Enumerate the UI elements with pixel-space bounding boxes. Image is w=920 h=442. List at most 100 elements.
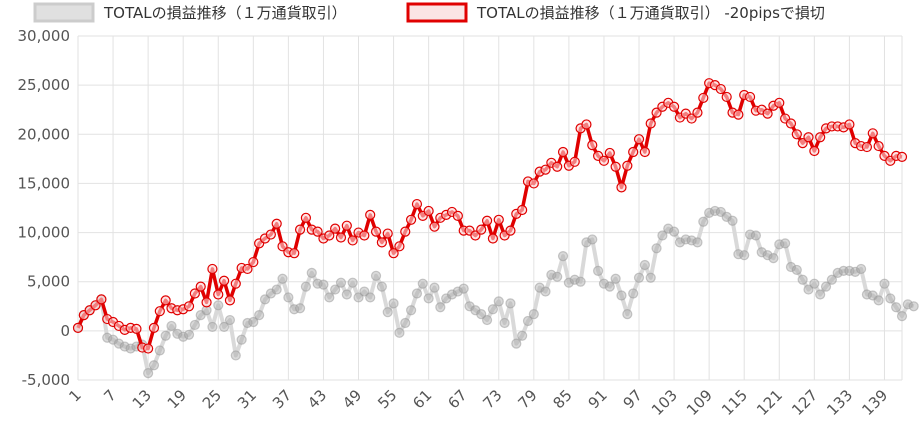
data-point[interactable] bbox=[581, 119, 592, 130]
data-point[interactable] bbox=[294, 303, 306, 314]
data-point[interactable] bbox=[148, 322, 160, 334]
data-point[interactable] bbox=[785, 261, 797, 273]
data-point[interactable] bbox=[896, 311, 908, 322]
data-point[interactable] bbox=[394, 327, 405, 338]
data-point[interactable] bbox=[300, 281, 312, 292]
data-point[interactable] bbox=[429, 282, 440, 293]
data-point[interactable] bbox=[616, 290, 627, 301]
data-point[interactable] bbox=[388, 248, 399, 259]
data-point[interactable] bbox=[575, 276, 586, 287]
data-point[interactable] bbox=[96, 294, 107, 305]
data-point[interactable] bbox=[160, 330, 171, 341]
data-point[interactable] bbox=[271, 218, 282, 229]
data-point[interactable] bbox=[692, 237, 703, 248]
data-point[interactable] bbox=[692, 107, 703, 118]
data-point[interactable] bbox=[815, 132, 826, 143]
data-point[interactable] bbox=[312, 226, 323, 237]
data-point[interactable] bbox=[762, 108, 773, 119]
data-point[interactable] bbox=[248, 316, 259, 328]
data-point[interactable] bbox=[324, 230, 335, 241]
data-point[interactable] bbox=[458, 283, 469, 294]
data-point[interactable] bbox=[861, 141, 873, 153]
data-point[interactable] bbox=[756, 247, 767, 258]
data-point[interactable] bbox=[277, 241, 288, 252]
data-point[interactable] bbox=[604, 147, 615, 159]
data-point[interactable] bbox=[476, 309, 487, 320]
data-point[interactable] bbox=[423, 293, 434, 304]
data-point[interactable] bbox=[908, 301, 919, 312]
data-point[interactable] bbox=[762, 250, 773, 261]
data-point[interactable] bbox=[189, 288, 200, 299]
data-point[interactable] bbox=[224, 295, 236, 306]
data-point[interactable] bbox=[902, 299, 913, 310]
data-point[interactable] bbox=[476, 224, 487, 235]
data-point[interactable] bbox=[628, 146, 639, 158]
data-point[interactable] bbox=[300, 212, 312, 223]
data-point[interactable] bbox=[505, 225, 516, 236]
data-point[interactable] bbox=[511, 338, 522, 349]
data-point[interactable] bbox=[663, 223, 674, 234]
data-point[interactable] bbox=[306, 267, 317, 278]
data-point[interactable] bbox=[452, 286, 463, 297]
data-point[interactable] bbox=[435, 302, 446, 313]
data-point[interactable] bbox=[178, 331, 189, 342]
data-point[interactable] bbox=[850, 266, 861, 277]
data-point[interactable] bbox=[528, 178, 539, 189]
data-point[interactable] bbox=[809, 145, 820, 157]
data-point[interactable] bbox=[505, 298, 516, 309]
data-point[interactable] bbox=[867, 128, 878, 139]
data-point[interactable] bbox=[879, 278, 890, 289]
data-point[interactable] bbox=[739, 250, 750, 261]
data-point[interactable] bbox=[487, 304, 499, 315]
data-point[interactable] bbox=[359, 286, 370, 297]
data-point[interactable] bbox=[791, 264, 802, 276]
data-point[interactable] bbox=[376, 281, 387, 292]
data-point[interactable] bbox=[236, 334, 247, 345]
data-point[interactable] bbox=[347, 235, 358, 246]
data-point[interactable] bbox=[411, 198, 423, 210]
data-point[interactable] bbox=[628, 288, 639, 299]
data-point[interactable] bbox=[148, 360, 160, 371]
data-point[interactable] bbox=[517, 204, 528, 216]
data-point[interactable] bbox=[376, 237, 387, 248]
data-point[interactable] bbox=[593, 265, 604, 276]
legend-swatch-gray[interactable] bbox=[33, 2, 95, 23]
data-point[interactable] bbox=[645, 118, 656, 129]
data-point[interactable] bbox=[639, 259, 650, 271]
data-point[interactable] bbox=[517, 330, 528, 341]
data-point[interactable] bbox=[610, 273, 621, 284]
data-point[interactable] bbox=[219, 321, 230, 333]
data-point[interactable] bbox=[674, 237, 686, 248]
data-point[interactable] bbox=[698, 92, 709, 104]
data-point[interactable] bbox=[622, 160, 633, 171]
data-point[interactable] bbox=[429, 221, 440, 232]
data-point[interactable] bbox=[341, 289, 352, 300]
data-point[interactable] bbox=[382, 307, 393, 318]
data-point[interactable] bbox=[668, 226, 680, 237]
data-point[interactable] bbox=[119, 341, 130, 352]
data-point[interactable] bbox=[481, 314, 493, 326]
data-point[interactable] bbox=[195, 281, 206, 292]
data-point[interactable] bbox=[277, 273, 288, 284]
data-point[interactable] bbox=[183, 329, 195, 340]
data-point[interactable] bbox=[394, 241, 405, 252]
data-point[interactable] bbox=[651, 243, 662, 254]
data-point[interactable] bbox=[844, 119, 855, 130]
data-point[interactable] bbox=[686, 235, 697, 246]
data-point[interactable] bbox=[143, 368, 154, 379]
data-point[interactable] bbox=[283, 292, 294, 303]
data-point[interactable] bbox=[201, 297, 212, 308]
data-point[interactable] bbox=[803, 132, 814, 143]
data-point[interactable] bbox=[610, 161, 621, 172]
data-point[interactable] bbox=[768, 253, 779, 264]
data-point[interactable] bbox=[365, 292, 376, 303]
data-point[interactable] bbox=[639, 146, 650, 158]
data-point[interactable] bbox=[406, 305, 417, 316]
data-point[interactable] bbox=[72, 322, 84, 334]
data-point[interactable] bbox=[294, 224, 306, 235]
data-point[interactable] bbox=[359, 230, 370, 241]
data-point[interactable] bbox=[230, 278, 241, 289]
data-point[interactable] bbox=[657, 230, 668, 241]
data-point[interactable] bbox=[815, 289, 826, 300]
data-point[interactable] bbox=[154, 345, 165, 356]
